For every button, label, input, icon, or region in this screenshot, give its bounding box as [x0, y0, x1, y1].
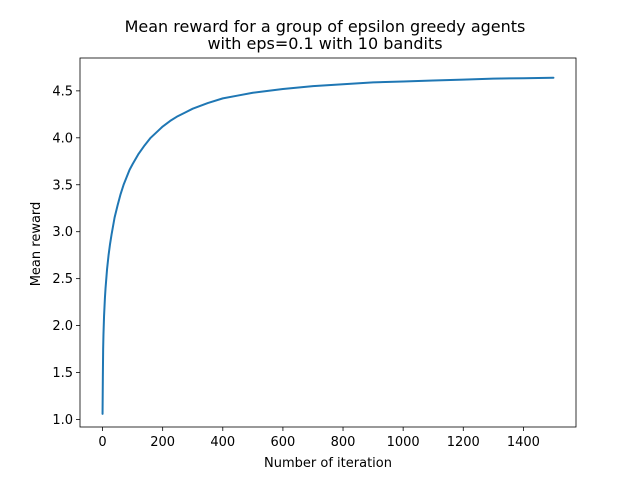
y-tick-label: 4.5	[52, 84, 73, 99]
y-tick-label: 2.5	[52, 272, 73, 287]
y-tick-label: 4.0	[52, 131, 73, 146]
series-line-0	[101, 76, 555, 415]
x-tick-label: 1200	[447, 435, 480, 450]
plot-area: 0 200 400 600 800 1000 1200 1400 1.0 1.5 2.0 2.5 3.0…	[52, 57, 577, 450]
y-tick-label: 1.5	[52, 366, 73, 381]
y-tick-label: 1.0	[52, 413, 73, 428]
x-tick-label: 0	[98, 435, 106, 450]
axes-frame	[79, 57, 577, 428]
x-axis-label: Number of iteration	[264, 456, 392, 471]
y-tick-label: 3.0	[52, 225, 73, 240]
x-tick-label: 800	[331, 435, 356, 450]
x-tick-label: 200	[150, 435, 175, 450]
y-tick-label: 2.0	[52, 319, 73, 334]
x-tick-label: 1000	[387, 435, 420, 450]
x-tick-label: 400	[210, 435, 235, 450]
y-axis-label: Mean reward	[29, 202, 44, 287]
y-tick-label: 3.5	[52, 178, 73, 193]
x-tick-label: 1400	[507, 435, 540, 450]
x-tick-label: 600	[270, 435, 295, 450]
chart-title-line-2: with eps=0.1 with 10 bandits	[207, 34, 442, 53]
chart-title-line-1: Mean reward for a group of epsilon greed…	[125, 17, 526, 36]
